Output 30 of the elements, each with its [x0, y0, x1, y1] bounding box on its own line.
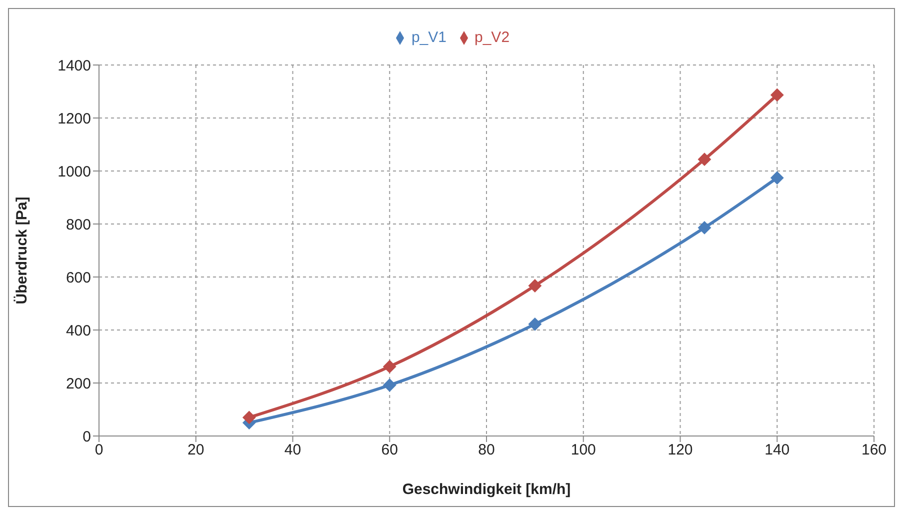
x-tick-label: 0 — [94, 442, 104, 459]
x-tick-label: 120 — [668, 442, 693, 459]
y-tick-label: 400 — [66, 322, 91, 340]
x-tick-label: 100 — [570, 442, 596, 459]
x-tick-label: 40 — [284, 442, 302, 459]
point — [770, 88, 784, 102]
y-tick-label: 800 — [66, 216, 91, 234]
point — [698, 152, 711, 166]
y-tick-label: 1400 — [58, 57, 91, 74]
legend-label: p_V1 — [411, 29, 446, 46]
point — [528, 318, 542, 331]
y-tick-label: 1200 — [58, 110, 91, 128]
x-tick-label: 80 — [478, 442, 495, 459]
y-tick-label: 0 — [82, 428, 91, 446]
point — [383, 360, 396, 374]
y-axis-title: Überdruck [Pa] — [13, 196, 30, 304]
y-tick-label: 600 — [66, 269, 91, 286]
x-tick-label: 140 — [764, 442, 790, 459]
x-tick-label: 60 — [381, 442, 398, 459]
point — [770, 171, 784, 184]
point — [698, 221, 711, 234]
point — [242, 410, 256, 424]
x-tick-label: 160 — [861, 442, 887, 459]
point — [383, 378, 396, 392]
x-tick-label: 20 — [188, 442, 204, 459]
y-tick-label: 200 — [66, 375, 91, 392]
x-axis-title: Geschwindigkeit [km/h] — [402, 481, 571, 498]
y-tick-label: 1000 — [58, 163, 91, 180]
legend-label: p_V2 — [474, 29, 510, 46]
point — [528, 279, 542, 292]
